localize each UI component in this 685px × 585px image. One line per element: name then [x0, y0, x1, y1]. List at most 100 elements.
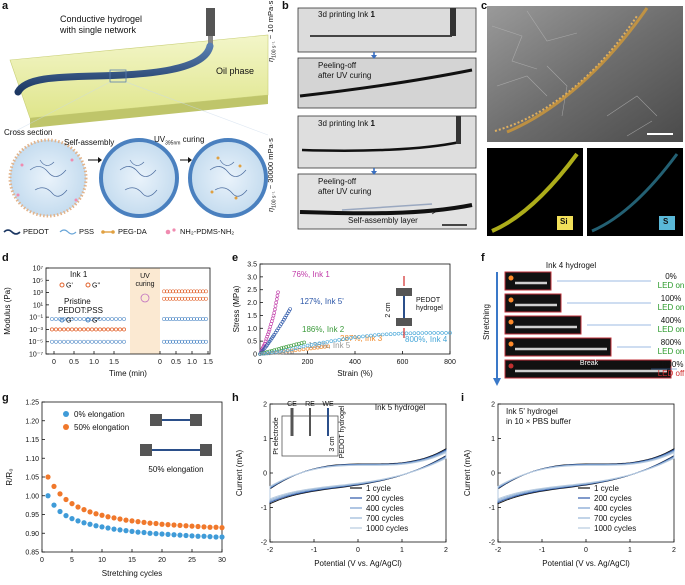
- f-title: Ink 4 hydrogel: [546, 261, 596, 270]
- e-point: [267, 351, 272, 356]
- curing-text: curing: [182, 135, 205, 144]
- led-icon: [508, 341, 514, 347]
- e-ytick-label: 0.5: [247, 339, 257, 346]
- d-point-before: [82, 327, 86, 332]
- e-clamp-top: [396, 288, 412, 296]
- d-point-before: [70, 327, 74, 332]
- d-point-before: [110, 339, 114, 344]
- d-point-before: [74, 327, 78, 332]
- chart-h: -2 -1 0 1 2 -2 -1 0 1 2 Potential (V vs. Ag/AgCl) C…: [235, 401, 448, 568]
- g-ytick-label: 1.15: [25, 437, 39, 444]
- e-point: [274, 350, 278, 354]
- chart-i-legend-label: 1000 cycles: [594, 524, 636, 533]
- g-ytick-label: 1.10: [25, 456, 39, 463]
- d-legend-pristine1: Pristine: [64, 297, 91, 306]
- printing-nozzle: [206, 8, 215, 36]
- d-xlabel: Time (min): [109, 369, 147, 378]
- g-point: [105, 514, 111, 520]
- b-eta-symbol-2: η: [266, 207, 275, 212]
- chart-h-ytick-label: -2: [261, 540, 267, 547]
- d-ytick-label: 10⁻⁷: [29, 352, 43, 359]
- d-point-after: [204, 289, 208, 294]
- g-point: [159, 521, 165, 527]
- d-point-after: [204, 317, 208, 321]
- g-point: [81, 520, 87, 526]
- g-clamp: [140, 444, 152, 456]
- e-point: [284, 345, 288, 349]
- legend-pedot: PEDOT: [23, 227, 49, 236]
- g-clamp: [200, 444, 212, 456]
- d-ytick-label: 10¹: [33, 302, 44, 309]
- g-point: [171, 532, 177, 538]
- g-point: [135, 529, 141, 535]
- led-icon: [508, 319, 514, 325]
- g-point: [111, 515, 117, 521]
- e-ytick-label: 3.0: [247, 274, 257, 281]
- d-legend-gpp: G'': [92, 318, 100, 325]
- g-point: [57, 491, 63, 497]
- e-point: [319, 345, 324, 349]
- panel-c-letter: c: [481, 0, 488, 12]
- d-xtick-label: 0: [52, 359, 56, 366]
- g-ylabel: R/R₀: [5, 468, 14, 485]
- e-point: [420, 331, 425, 335]
- pdms-glyph: [165, 229, 171, 235]
- uv-sub: 395nm: [165, 140, 181, 147]
- chart-i-ytick-label: 1: [491, 436, 495, 443]
- g-point: [129, 528, 135, 534]
- d-xtick-label: 0.5: [171, 359, 181, 366]
- chart-i-xtick-label: 0: [584, 547, 588, 554]
- b-print-ink-1: 3d printing Ink 1: [318, 10, 375, 19]
- e-point: [436, 331, 440, 335]
- d-ytick-label: 10⁷: [33, 266, 44, 273]
- oil-phase-label: Oil phase: [216, 66, 255, 76]
- b-peel-1b: after UV curing: [318, 71, 372, 80]
- e-point: [361, 334, 365, 339]
- f-led-status: LED on: [658, 281, 685, 290]
- uv-text: UV: [154, 135, 166, 144]
- e-ytick-label: 3.5: [247, 262, 257, 269]
- e-point: [272, 311, 277, 315]
- d-point-before: [90, 317, 94, 321]
- g-ytick-label: 1.00: [25, 493, 39, 500]
- g-point: [117, 527, 123, 533]
- chart-h-cv-series: [269, 448, 447, 505]
- g-point: [183, 523, 189, 529]
- d-point-before: [106, 339, 110, 344]
- d-point-before: [54, 327, 58, 332]
- e-point: [392, 332, 397, 336]
- chart-i-legend-label: 400 cycles: [594, 504, 632, 513]
- g-xtick-label: 0: [40, 557, 44, 564]
- g-point: [219, 525, 225, 531]
- f-break-label: Break: [580, 360, 599, 367]
- c-s-label: S: [663, 217, 669, 226]
- g-point: [123, 528, 129, 534]
- d-point-before: [114, 339, 118, 344]
- d-xtick-label: 0.5: [69, 359, 79, 366]
- chart-h-ytick-label: -1: [261, 505, 267, 512]
- g-point: [105, 525, 111, 531]
- d-point-before: [102, 339, 106, 344]
- g-point: [117, 516, 123, 522]
- b-eta-high-value: ~ 30000 mPa·s: [266, 138, 275, 190]
- e-point: [337, 338, 341, 342]
- e-point: [372, 333, 377, 337]
- f-pct: 1000%: [659, 360, 684, 369]
- d-curing-label: curing: [135, 281, 154, 288]
- panel-f-letter: f: [481, 252, 485, 264]
- g-xtick-label: 25: [188, 557, 196, 564]
- d-point-before: [50, 317, 54, 321]
- cross-section-label: Cross section: [4, 128, 53, 137]
- b-self-assembly-layer: Self-assembly layer: [348, 216, 418, 225]
- e-point: [301, 347, 306, 352]
- g-legend-label: 0% elongation: [74, 410, 125, 419]
- led-icon: [508, 275, 514, 281]
- chart-i-xtick-label: -1: [539, 547, 545, 554]
- d-point-before: [66, 317, 70, 321]
- e-ylabel: Stress (MPa): [232, 285, 241, 332]
- b-peel-2a: Peeling-off: [318, 177, 357, 186]
- d-point-before: [70, 317, 74, 321]
- led-icon: [508, 363, 514, 369]
- f-photo: [504, 271, 552, 291]
- g-point: [93, 523, 99, 529]
